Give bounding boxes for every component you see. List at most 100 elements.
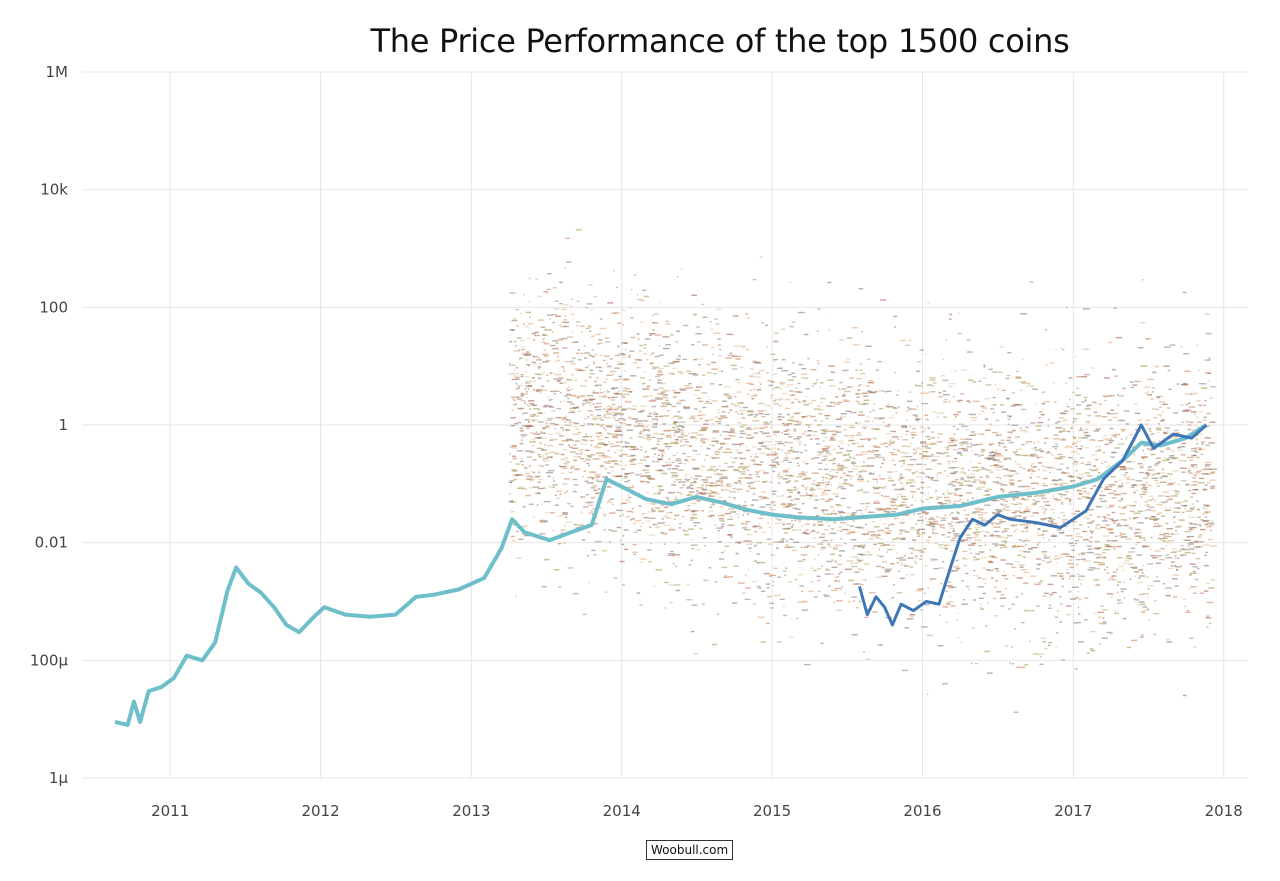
coin-price-mark [1165, 522, 1169, 525]
coin-price-mark [856, 442, 859, 444]
coin-price-mark [1034, 500, 1040, 503]
coin-price-mark [650, 362, 654, 364]
coin-price-mark [824, 458, 828, 460]
coin-price-mark [920, 481, 925, 484]
coin-price-mark [839, 555, 842, 557]
coin-price-mark [907, 463, 914, 466]
coin-price-mark [805, 463, 809, 465]
coin-price-mark [555, 490, 563, 492]
coin-price-mark [688, 491, 695, 493]
coin-price-mark [1187, 535, 1194, 538]
coin-price-mark [588, 399, 594, 401]
coin-price-mark [648, 561, 652, 563]
coin-price-mark [700, 440, 705, 442]
coin-price-mark [906, 574, 908, 576]
coin-price-mark [589, 373, 595, 375]
coin-price-mark [1016, 502, 1022, 504]
coin-price-mark [717, 422, 721, 425]
coin-price-mark [1173, 481, 1176, 484]
coin-price-mark [1047, 466, 1054, 469]
coin-price-mark [899, 488, 905, 491]
coin-price-mark [840, 464, 845, 467]
coin-price-mark [1193, 646, 1197, 648]
coin-price-mark [643, 347, 647, 349]
coin-price-mark [842, 472, 846, 474]
coin-price-mark [1036, 568, 1040, 570]
coin-price-mark [529, 403, 535, 405]
coin-price-mark [665, 517, 672, 519]
coin-price-mark [598, 455, 603, 457]
coin-price-mark [879, 548, 881, 550]
coin-price-mark [1134, 571, 1139, 573]
coin-price-mark [621, 446, 624, 448]
coin-price-mark [826, 405, 833, 407]
coin-price-mark [626, 424, 632, 426]
coin-price-mark [917, 588, 924, 590]
coin-price-mark [801, 471, 804, 473]
coin-price-mark [1017, 554, 1022, 557]
coin-price-mark [840, 530, 842, 532]
coin-price-mark [888, 416, 895, 419]
coin-price-mark [567, 389, 571, 392]
coin-price-mark [515, 388, 519, 390]
coin-price-mark [1055, 349, 1057, 351]
coin-price-mark [886, 511, 891, 514]
coin-price-mark [1189, 393, 1196, 395]
coin-price-mark [580, 352, 584, 355]
coin-price-mark [761, 432, 766, 435]
coin-price-mark [763, 423, 771, 425]
coin-price-mark [1180, 564, 1183, 567]
coin-price-mark [828, 430, 835, 433]
coin-price-mark [1190, 572, 1197, 574]
coin-price-mark [611, 412, 614, 414]
coin-price-mark [1078, 578, 1081, 580]
coin-price-mark [993, 597, 996, 600]
coin-price-mark [563, 400, 565, 402]
coin-price-mark [1161, 419, 1165, 421]
coin-price-mark [999, 489, 1005, 491]
coin-price-mark [948, 581, 951, 583]
coin-price-mark [607, 411, 610, 413]
coin-price-mark [718, 417, 722, 419]
coin-price-mark [582, 613, 587, 616]
coin-price-mark [838, 554, 841, 556]
coin-price-mark [699, 527, 703, 530]
coin-price-mark [1047, 425, 1050, 427]
coin-price-mark [518, 474, 525, 476]
coin-price-mark [1007, 436, 1012, 439]
coin-price-mark [995, 466, 1003, 468]
coin-price-mark [1130, 386, 1134, 389]
coin-price-mark [752, 372, 759, 375]
coin-price-mark [955, 567, 961, 570]
coin-price-mark [947, 523, 952, 525]
coin-price-mark [540, 449, 547, 451]
coin-price-mark [971, 481, 977, 483]
coin-price-mark [730, 402, 734, 405]
coin-price-mark [909, 391, 912, 393]
coin-price-mark [1143, 458, 1145, 461]
coin-price-mark [819, 524, 823, 527]
coin-price-mark [566, 388, 568, 390]
coin-price-mark [916, 405, 919, 408]
coin-price-mark [543, 455, 545, 457]
coin-price-mark [905, 433, 908, 436]
coin-price-mark [854, 455, 856, 457]
coin-price-mark [1207, 481, 1211, 484]
coin-price-mark [610, 370, 617, 373]
coin-price-mark [975, 529, 978, 531]
coin-price-mark [1133, 517, 1139, 519]
coin-price-mark [1145, 482, 1148, 484]
coin-price-mark [964, 514, 970, 516]
coin-price-mark [897, 406, 900, 408]
coin-price-mark [732, 355, 737, 358]
coin-price-mark [648, 534, 656, 536]
coin-price-mark [919, 558, 922, 560]
coin-price-mark [875, 450, 879, 452]
coin-price-mark [819, 523, 822, 525]
coin-price-mark [755, 414, 758, 416]
coin-price-mark [988, 444, 992, 446]
coin-price-mark [1015, 596, 1019, 598]
coin-price-mark [512, 398, 514, 400]
coin-price-mark [629, 437, 633, 439]
coin-price-mark [760, 427, 765, 430]
